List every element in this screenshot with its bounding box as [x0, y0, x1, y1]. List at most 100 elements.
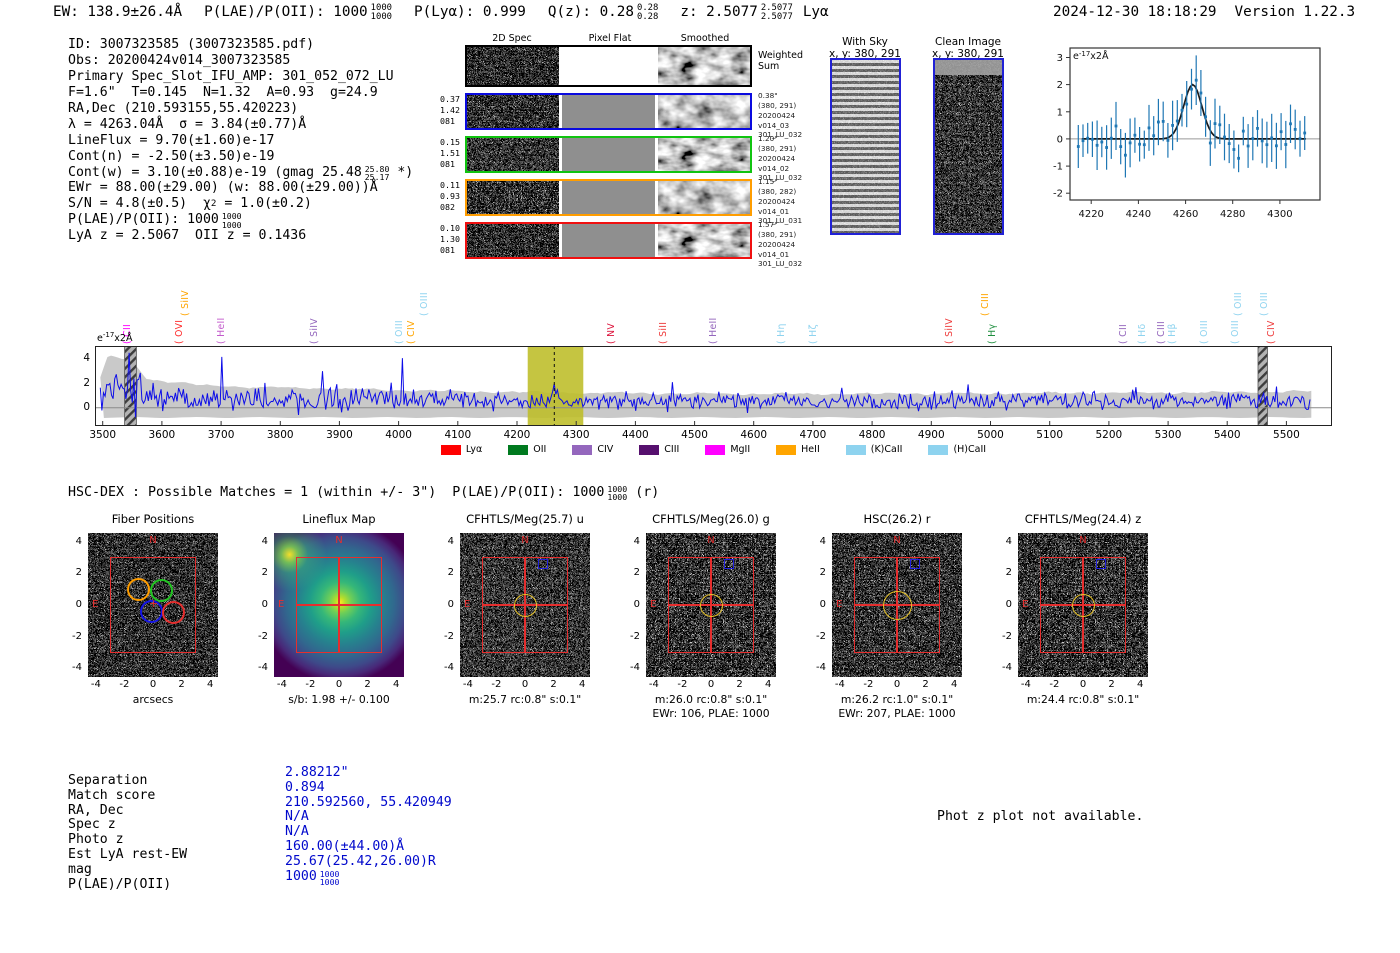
emission-line-label: ( OVI [173, 319, 185, 344]
spectrum-svg-wrap [95, 345, 1332, 427]
line-fit-svg: 3 2 1 0 -1 -2 4220 4240 4260 4280 4300 e-17x2Å [1053, 47, 1321, 220]
strip-right-value: 20200424 [758, 110, 796, 120]
north-label: N [1079, 535, 1087, 546]
fraction: 2.5077 2.5077 [760, 3, 793, 22]
strip-left-value: 081 [440, 115, 455, 126]
main-y-tick-label: 0 [83, 400, 90, 413]
center-marker: + [149, 597, 159, 610]
legend-item: (K)CaII [845, 444, 902, 455]
legend-item: CIV [572, 444, 613, 455]
strip-right-value: 301_LU_032 [758, 173, 803, 183]
info-line: Cont(n) = -2.50(±3.50)e-19 [68, 149, 413, 165]
match-value: 1000 1000 1000 [285, 868, 452, 886]
text-segment: S/N = 4.8(±0.5) χ [68, 196, 211, 212]
svg-text:3: 3 [1057, 53, 1063, 64]
cutout-title: CFHTLS/Meg(25.7) u [466, 512, 584, 526]
svg-text:1: 1 [1057, 107, 1063, 118]
cutout-x-tick-label: 2 [178, 679, 185, 690]
text-segment: 210.592560, 55.420949 [285, 794, 452, 810]
fraction: 1000 1000 [370, 3, 393, 23]
svg-text:4260: 4260 [1173, 209, 1198, 220]
match-label: Separation [68, 773, 148, 788]
aperture-circle [1071, 593, 1095, 617]
noise-texture [467, 47, 560, 85]
legend-swatch [705, 444, 726, 455]
fraction-top: 25.80 [364, 163, 390, 174]
2d-spec-cutouts: 2D Spec Pixel Flat Smoothed Weighted Sum 0.37… [420, 33, 825, 268]
cutout-x-tick-label: 2 [364, 679, 371, 690]
main-x-tick-label: 5100 [1036, 429, 1064, 441]
spec2d-column-title: Smoothed [680, 33, 730, 44]
cutout-caption: m:26.2 rc:1.0" s:0.1" [840, 693, 954, 706]
aperture-circle [513, 593, 537, 617]
smoothed-segment [657, 181, 750, 214]
cutout-y-tick-label: 4 [75, 535, 82, 547]
cutout-x-tick-label: 0 [335, 679, 343, 690]
east-label: E [836, 599, 843, 610]
detection-info-block: ID: 3007323585 (3007323585.pdf) Obs: 2020… [68, 37, 413, 244]
match-label: mag [68, 861, 92, 877]
legend-swatch [508, 444, 529, 455]
hscdex-segment: HSC-DEX : Possible Matches = 1 (within +… [68, 485, 605, 500]
pixel-flat-segment [562, 224, 655, 257]
strip-left-value: 0.37 [440, 94, 460, 104]
info-line: F=1.6" T=0.145 N=1.32 A=0.93 g=24.9 [68, 85, 413, 101]
east-label: E [464, 599, 471, 610]
text-segment: P(LAE)/P(OII): 1000 [68, 212, 219, 228]
emission-line-label: ( Hζ [808, 324, 820, 344]
header-segment: P(LAE)/P(OII): 1000 [204, 4, 368, 20]
emission-line-label: ( Hγ [986, 323, 998, 344]
cutout-y-tick-label: -2 [816, 630, 826, 642]
fraction-top: 2.5077 [760, 3, 793, 13]
strip-right-value: 20200424 [758, 153, 796, 163]
cutout-y-tick-label: 4 [261, 535, 268, 547]
text-segment: Cont(w) = 3.10(±0.88)e-19 (gmag 25.48 [68, 164, 362, 180]
aperture-circle [699, 593, 723, 617]
match-label: Photo z [68, 832, 124, 848]
cutout-y-tick-label: -4 [258, 662, 268, 674]
cutout-y-tick-label: -4 [72, 662, 82, 674]
noise-texture [657, 95, 750, 128]
text-segment: 1000 [285, 868, 317, 884]
cutout-x-tick-label: -4 [1020, 679, 1031, 690]
hscdex-segment: (r) [627, 485, 660, 500]
cutout-y-tick-label: 4 [819, 535, 826, 547]
strip-left-labels: 0.15 1.51 081 [440, 137, 464, 169]
emission-line-label: ( NV [605, 322, 617, 344]
header-segment: Q(z): 0.28 [547, 4, 634, 20]
fraction-bottom: 25.17 [364, 171, 390, 182]
noise-texture [467, 138, 560, 171]
text-segment: e [97, 333, 103, 345]
2d-spec-segment [467, 138, 560, 171]
cutout-title: HSC(26.2) r [863, 512, 931, 526]
emission-line-label: ( HeII [707, 317, 719, 344]
strip-right-value: v014_01 [758, 249, 790, 259]
cutout-y-tick-label: 2 [261, 567, 268, 579]
main-x-tick-label: 4600 [740, 429, 768, 441]
text-segment: Obs: 20200424v014_3007323585 [68, 52, 291, 68]
strip-right-value: 1.20" [758, 134, 778, 143]
fraction-bottom: 1000 [370, 12, 393, 23]
fraction-bottom: 1000 [221, 219, 242, 230]
legend-label: CIII [664, 444, 680, 455]
cutout-y-tick-label: 0 [1005, 599, 1012, 610]
info-line: Primary Spec_Slot_IFU_AMP: 301_052_072_L… [68, 69, 413, 85]
spec2d-strip [465, 222, 752, 259]
match-value: 210.592560, 55.420949 [285, 794, 452, 811]
cutout-y-tick-label: -4 [630, 662, 640, 674]
svg-text:0: 0 [1057, 134, 1063, 145]
strip-left-labels: 0.10 1.30 081 [440, 223, 464, 255]
match-label: Est LyA rest-EW [68, 846, 188, 862]
strip-left-value: 1.51 [440, 147, 460, 158]
cutout-x-tick-label: 0 [893, 679, 901, 690]
weighted-sum-strip [465, 45, 752, 87]
strip-right-value: 301_LU_031 [758, 216, 803, 226]
text-segment: x2Å [114, 333, 133, 345]
svg-text:e-17x2Å: e-17x2Å [1073, 50, 1109, 62]
imaging-cutouts-row: Fiber Positions N E +4 2 0 -2 -4 -4 -2 0 2 4 arcsecs L… [0, 512, 1400, 747]
report-version: Version 1.22.3 [1234, 4, 1356, 20]
north-label: N [335, 535, 343, 546]
